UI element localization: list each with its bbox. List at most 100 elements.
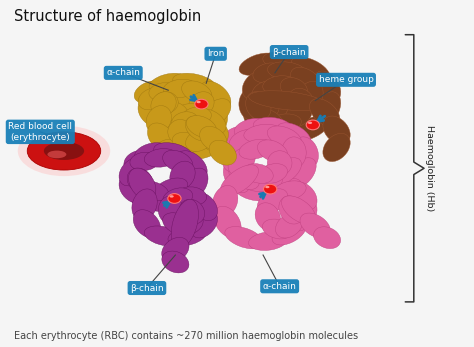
Ellipse shape (263, 76, 297, 94)
Ellipse shape (177, 151, 207, 179)
Ellipse shape (313, 92, 341, 127)
Ellipse shape (239, 53, 278, 75)
Ellipse shape (168, 194, 181, 203)
Ellipse shape (313, 227, 341, 248)
Ellipse shape (234, 118, 268, 138)
Ellipse shape (162, 251, 189, 273)
Ellipse shape (242, 71, 270, 99)
Ellipse shape (263, 51, 306, 70)
Ellipse shape (258, 178, 301, 200)
Ellipse shape (163, 79, 197, 98)
Ellipse shape (222, 140, 247, 172)
Ellipse shape (163, 150, 193, 172)
Ellipse shape (146, 84, 219, 110)
Ellipse shape (147, 90, 175, 132)
Ellipse shape (239, 88, 264, 120)
Text: heme group: heme group (319, 75, 374, 84)
Ellipse shape (267, 126, 301, 148)
Ellipse shape (124, 151, 151, 172)
Ellipse shape (263, 124, 306, 143)
Ellipse shape (288, 88, 314, 113)
Ellipse shape (163, 213, 193, 235)
Ellipse shape (257, 189, 288, 214)
Ellipse shape (135, 143, 169, 163)
Text: β-chain: β-chain (130, 283, 164, 293)
Ellipse shape (252, 81, 279, 103)
Ellipse shape (172, 112, 198, 131)
Ellipse shape (201, 81, 231, 110)
Ellipse shape (219, 126, 250, 151)
Ellipse shape (130, 191, 173, 211)
Ellipse shape (298, 81, 323, 110)
Ellipse shape (135, 181, 169, 201)
Ellipse shape (185, 116, 213, 141)
Ellipse shape (182, 81, 212, 103)
Text: β-chain: β-chain (273, 48, 306, 57)
Ellipse shape (300, 213, 330, 238)
Ellipse shape (148, 112, 217, 138)
Ellipse shape (223, 161, 251, 193)
Ellipse shape (203, 123, 228, 151)
Ellipse shape (199, 102, 228, 134)
Ellipse shape (272, 220, 306, 245)
Ellipse shape (257, 140, 288, 162)
Ellipse shape (282, 137, 306, 169)
Ellipse shape (144, 149, 178, 167)
Ellipse shape (267, 151, 292, 176)
Ellipse shape (173, 132, 202, 152)
Ellipse shape (189, 92, 214, 117)
Ellipse shape (252, 92, 279, 117)
Ellipse shape (185, 130, 213, 151)
Text: α-chain: α-chain (263, 282, 297, 291)
Ellipse shape (18, 126, 110, 176)
Ellipse shape (173, 103, 207, 122)
Ellipse shape (154, 178, 188, 200)
Ellipse shape (170, 161, 195, 189)
Ellipse shape (308, 122, 312, 124)
Ellipse shape (253, 63, 283, 83)
Ellipse shape (173, 73, 216, 93)
Ellipse shape (264, 184, 277, 194)
Ellipse shape (244, 163, 273, 184)
Text: Red blood cell
(erythrocyte): Red blood cell (erythrocyte) (8, 122, 73, 142)
Ellipse shape (214, 206, 241, 238)
Ellipse shape (209, 140, 237, 165)
Ellipse shape (253, 117, 292, 136)
Ellipse shape (168, 226, 207, 246)
Ellipse shape (280, 78, 308, 99)
Ellipse shape (149, 115, 188, 135)
Ellipse shape (248, 232, 287, 251)
Ellipse shape (168, 119, 192, 144)
Ellipse shape (277, 123, 311, 148)
Ellipse shape (282, 98, 316, 120)
Ellipse shape (234, 181, 273, 201)
Ellipse shape (176, 213, 203, 235)
Ellipse shape (134, 81, 164, 103)
Ellipse shape (323, 116, 350, 144)
Ellipse shape (138, 99, 165, 127)
Ellipse shape (267, 62, 306, 81)
Ellipse shape (27, 132, 100, 170)
Text: α-chain: α-chain (106, 68, 140, 77)
Text: Each erythrocyte (RBC) contains ~270 million haemoglobin molecules: Each erythrocyte (RBC) contains ~270 mil… (14, 331, 358, 341)
Ellipse shape (147, 123, 175, 151)
Ellipse shape (130, 152, 159, 171)
Ellipse shape (47, 151, 66, 158)
Ellipse shape (228, 147, 255, 176)
Ellipse shape (154, 143, 192, 163)
Ellipse shape (138, 88, 165, 110)
Ellipse shape (286, 158, 316, 189)
Ellipse shape (158, 101, 188, 121)
Ellipse shape (44, 142, 84, 160)
Ellipse shape (128, 168, 156, 200)
Ellipse shape (267, 158, 301, 186)
Ellipse shape (290, 199, 317, 231)
Ellipse shape (200, 126, 227, 151)
Ellipse shape (196, 109, 226, 134)
Ellipse shape (201, 99, 231, 127)
Ellipse shape (186, 116, 217, 138)
Ellipse shape (169, 195, 173, 198)
Ellipse shape (162, 237, 189, 262)
Ellipse shape (158, 196, 183, 224)
Ellipse shape (293, 137, 319, 169)
